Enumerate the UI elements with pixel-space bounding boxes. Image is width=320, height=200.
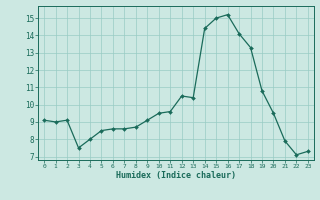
X-axis label: Humidex (Indice chaleur): Humidex (Indice chaleur)	[116, 171, 236, 180]
